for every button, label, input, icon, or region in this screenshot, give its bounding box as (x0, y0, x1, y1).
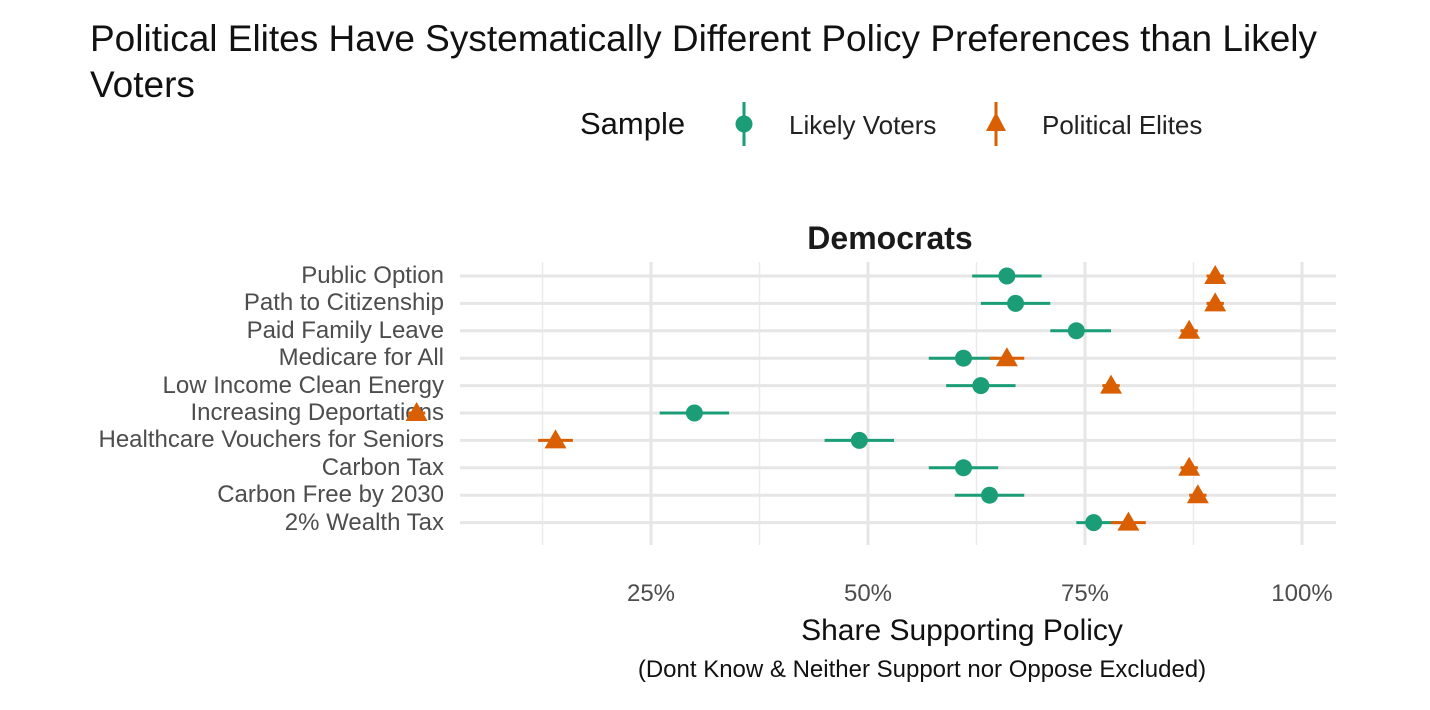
data-point (544, 429, 567, 449)
data-point (995, 347, 1018, 367)
data-point (405, 402, 428, 421)
category-label: Increasing Deportations (190, 399, 444, 426)
data-point (954, 349, 972, 367)
data-point (1100, 374, 1123, 394)
category-label: Public Option (301, 262, 444, 289)
x-tick-label: 25% (626, 580, 676, 607)
facet-title: Democrats (807, 220, 973, 256)
data-point (1186, 484, 1209, 504)
data-point (685, 404, 703, 422)
data-point (850, 431, 868, 449)
legend-title: Sample (580, 106, 686, 141)
data-point (954, 459, 972, 477)
category-label: Carbon Free by 2030 (217, 481, 444, 509)
data-point (1204, 265, 1227, 284)
x-axis-label: Share Supporting Policy (801, 614, 1123, 647)
data-point (1178, 319, 1201, 339)
data-point (1085, 514, 1103, 532)
data-point (1117, 511, 1140, 531)
legend-label-political-elites: Political Elites (1042, 110, 1203, 140)
data-point (998, 267, 1016, 285)
data-point (981, 486, 999, 504)
x-tick-label: 50% (843, 580, 893, 607)
gridlines (460, 262, 1336, 545)
legend-key-political-elites (986, 102, 1006, 146)
category-label: Paid Family Leave (246, 316, 444, 344)
category-label: Healthcare Vouchers for Seniors (98, 426, 444, 454)
legend-label-likely-voters: Likely Voters (789, 110, 937, 140)
category-label: Path to Citizenship (243, 289, 444, 317)
x-tick-label: 75% (1060, 580, 1110, 607)
chart-title: Political Elites Have Systematically Dif… (90, 18, 1317, 105)
data-point (1178, 456, 1201, 476)
category-label: Carbon Tax (321, 453, 444, 481)
series-political-elites (405, 265, 1227, 531)
x-axis-note: (Dont Know & Neither Support nor Oppose … (637, 656, 1207, 683)
category-label: Medicare for All (278, 344, 444, 372)
legend-key-likely-voters (735, 102, 753, 146)
data-point (972, 377, 990, 395)
data-point (1067, 322, 1085, 340)
data-point (1007, 294, 1025, 312)
category-label: Low Income Clean Energy (162, 371, 444, 399)
series-likely-voters (659, 267, 1120, 532)
category-label: 2% Wealth Tax (284, 508, 444, 536)
x-tick-label: 100% (1271, 580, 1333, 607)
data-point (1204, 292, 1227, 312)
